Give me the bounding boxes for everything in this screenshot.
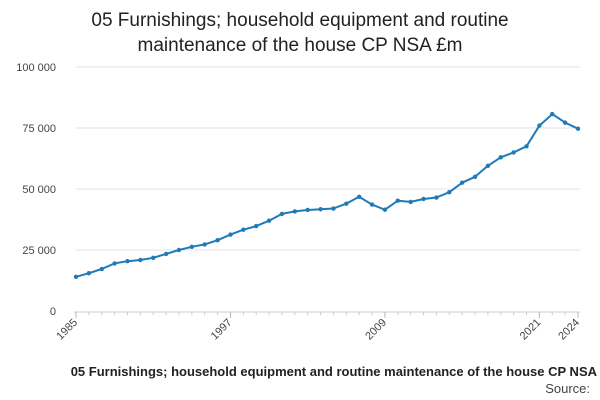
chart-title-line-1: 05 Furnishings; household equipment and … — [91, 10, 509, 31]
data-point — [228, 232, 233, 237]
data-point — [189, 244, 195, 250]
data-point — [382, 207, 388, 212]
data-point — [125, 259, 130, 264]
data-point — [524, 144, 529, 149]
data-point — [163, 251, 169, 257]
data-point — [537, 123, 542, 128]
data-point — [472, 174, 478, 179]
source-label: Source: — [545, 381, 590, 396]
y-tick-label: 50 000 — [22, 184, 56, 196]
data-point — [266, 218, 272, 223]
series-line — [75, 113, 579, 278]
data-point — [575, 126, 581, 131]
y-tick-label: 100 000 — [16, 62, 56, 74]
data-point — [498, 155, 503, 160]
data-point — [421, 196, 426, 202]
y-tick-label: 75 000 — [22, 123, 56, 135]
data-point — [318, 207, 323, 212]
grid-lines — [76, 66, 580, 251]
data-point — [459, 180, 465, 185]
data-point — [151, 255, 156, 261]
data-point — [356, 194, 362, 200]
x-tick-label: 2021 — [518, 317, 544, 343]
data-point — [395, 198, 400, 203]
data-point — [331, 206, 336, 211]
data-point — [292, 209, 298, 214]
data-point — [434, 195, 439, 200]
data-point — [408, 199, 413, 205]
x-tick-label: 2024 — [556, 317, 582, 343]
y-tick-label: 25 000 — [22, 245, 56, 257]
data-point — [73, 274, 79, 280]
chart-caption: 05 Furnishings; household equipment and … — [70, 364, 597, 379]
x-tick-label: 1985 — [54, 317, 80, 343]
data-point — [138, 257, 143, 263]
data-point — [344, 201, 349, 206]
x-tick-label: 2009 — [363, 317, 389, 343]
data-point — [511, 150, 516, 155]
chart-title-line-2: maintenance of the house CP NSA £m — [137, 35, 463, 56]
data-point — [562, 120, 568, 125]
series-layer — [73, 111, 581, 280]
y-tick-label: 0 — [50, 306, 56, 318]
data-point — [215, 238, 220, 243]
data-point — [254, 223, 259, 229]
data-point — [99, 266, 104, 272]
data-point — [279, 211, 285, 217]
data-point — [112, 261, 117, 266]
data-point — [202, 242, 207, 247]
axes: 0 25 000 50 000 75 000 100 000 1985 1997 2009 20… — [16, 62, 582, 342]
data-point — [485, 163, 491, 169]
chart-title: 05 Furnishings; household equipment and … — [0, 8, 600, 58]
data-point — [447, 189, 452, 195]
data-point — [86, 270, 92, 276]
data-point — [241, 227, 246, 232]
data-point — [176, 247, 182, 253]
x-tick-label: 1997 — [209, 317, 235, 343]
data-point — [369, 202, 375, 207]
data-point — [305, 207, 310, 213]
data-point — [550, 111, 555, 117]
